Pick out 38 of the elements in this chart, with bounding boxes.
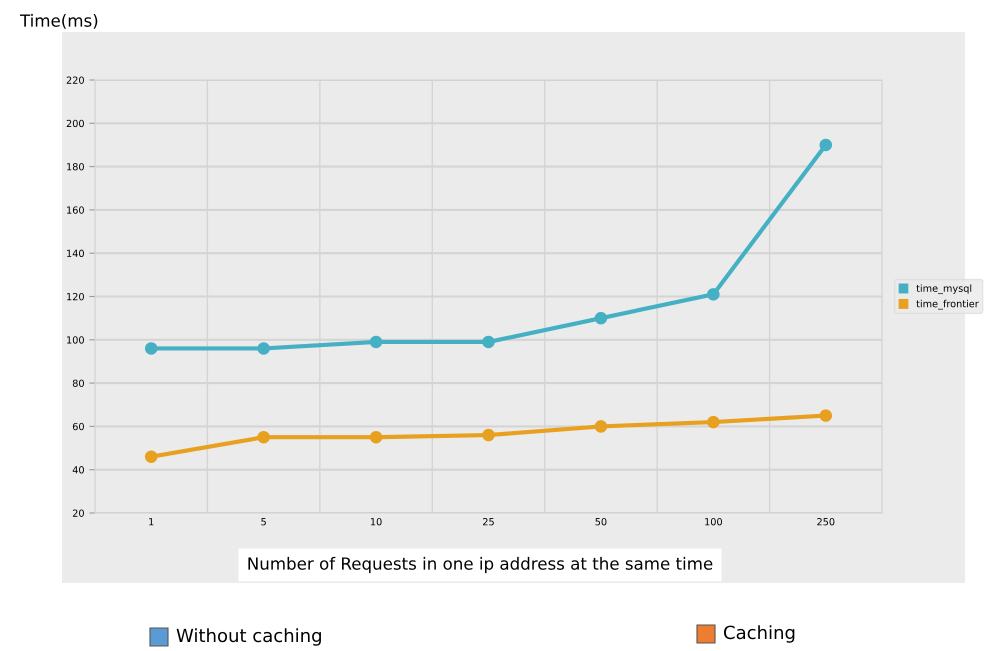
point bbox=[370, 336, 382, 348]
y-tick-label: 200 bbox=[66, 120, 84, 128]
point bbox=[707, 416, 720, 428]
point bbox=[370, 430, 382, 444]
x-tick-label: 10 bbox=[370, 518, 382, 526]
x-tick-label: 25 bbox=[483, 518, 494, 526]
point bbox=[707, 288, 720, 301]
y-tick-label: 100 bbox=[67, 336, 84, 344]
x-tick-label: 5 bbox=[261, 518, 266, 526]
y-axis-title: Time(ms) bbox=[20, 14, 98, 29]
y-tick-label: 140 bbox=[67, 250, 84, 258]
point bbox=[144, 342, 158, 355]
y-tick-label: 220 bbox=[66, 76, 84, 84]
y-tick-label: 60 bbox=[72, 422, 84, 430]
point bbox=[257, 430, 270, 444]
point bbox=[482, 336, 495, 348]
text: Caching bbox=[724, 625, 794, 643]
y-tick-label: 40 bbox=[72, 466, 84, 474]
y-tick-label: 180 bbox=[67, 163, 84, 170]
y-tick-label: 20 bbox=[72, 509, 84, 517]
y-tick-label: 80 bbox=[72, 380, 84, 387]
point bbox=[594, 312, 608, 324]
legend-label: time_frontier bbox=[916, 300, 979, 310]
point bbox=[820, 409, 832, 422]
x-axis-title: Number of Requests in one ip address at the same time bbox=[248, 556, 712, 574]
x-tick-label: 250 bbox=[817, 518, 834, 526]
x-tick-label: 1 bbox=[149, 518, 154, 526]
y-tick-label: 120 bbox=[67, 292, 84, 300]
point bbox=[482, 428, 495, 442]
point bbox=[257, 342, 270, 355]
y-tick-label: 160 bbox=[67, 206, 84, 214]
legend-label: time_mysql bbox=[916, 284, 972, 294]
point bbox=[594, 420, 608, 433]
point bbox=[144, 450, 158, 463]
x-tick-label: 50 bbox=[595, 518, 606, 526]
x-tick-label: 100 bbox=[705, 518, 722, 526]
point bbox=[820, 138, 832, 152]
text: Without caching bbox=[176, 628, 321, 646]
